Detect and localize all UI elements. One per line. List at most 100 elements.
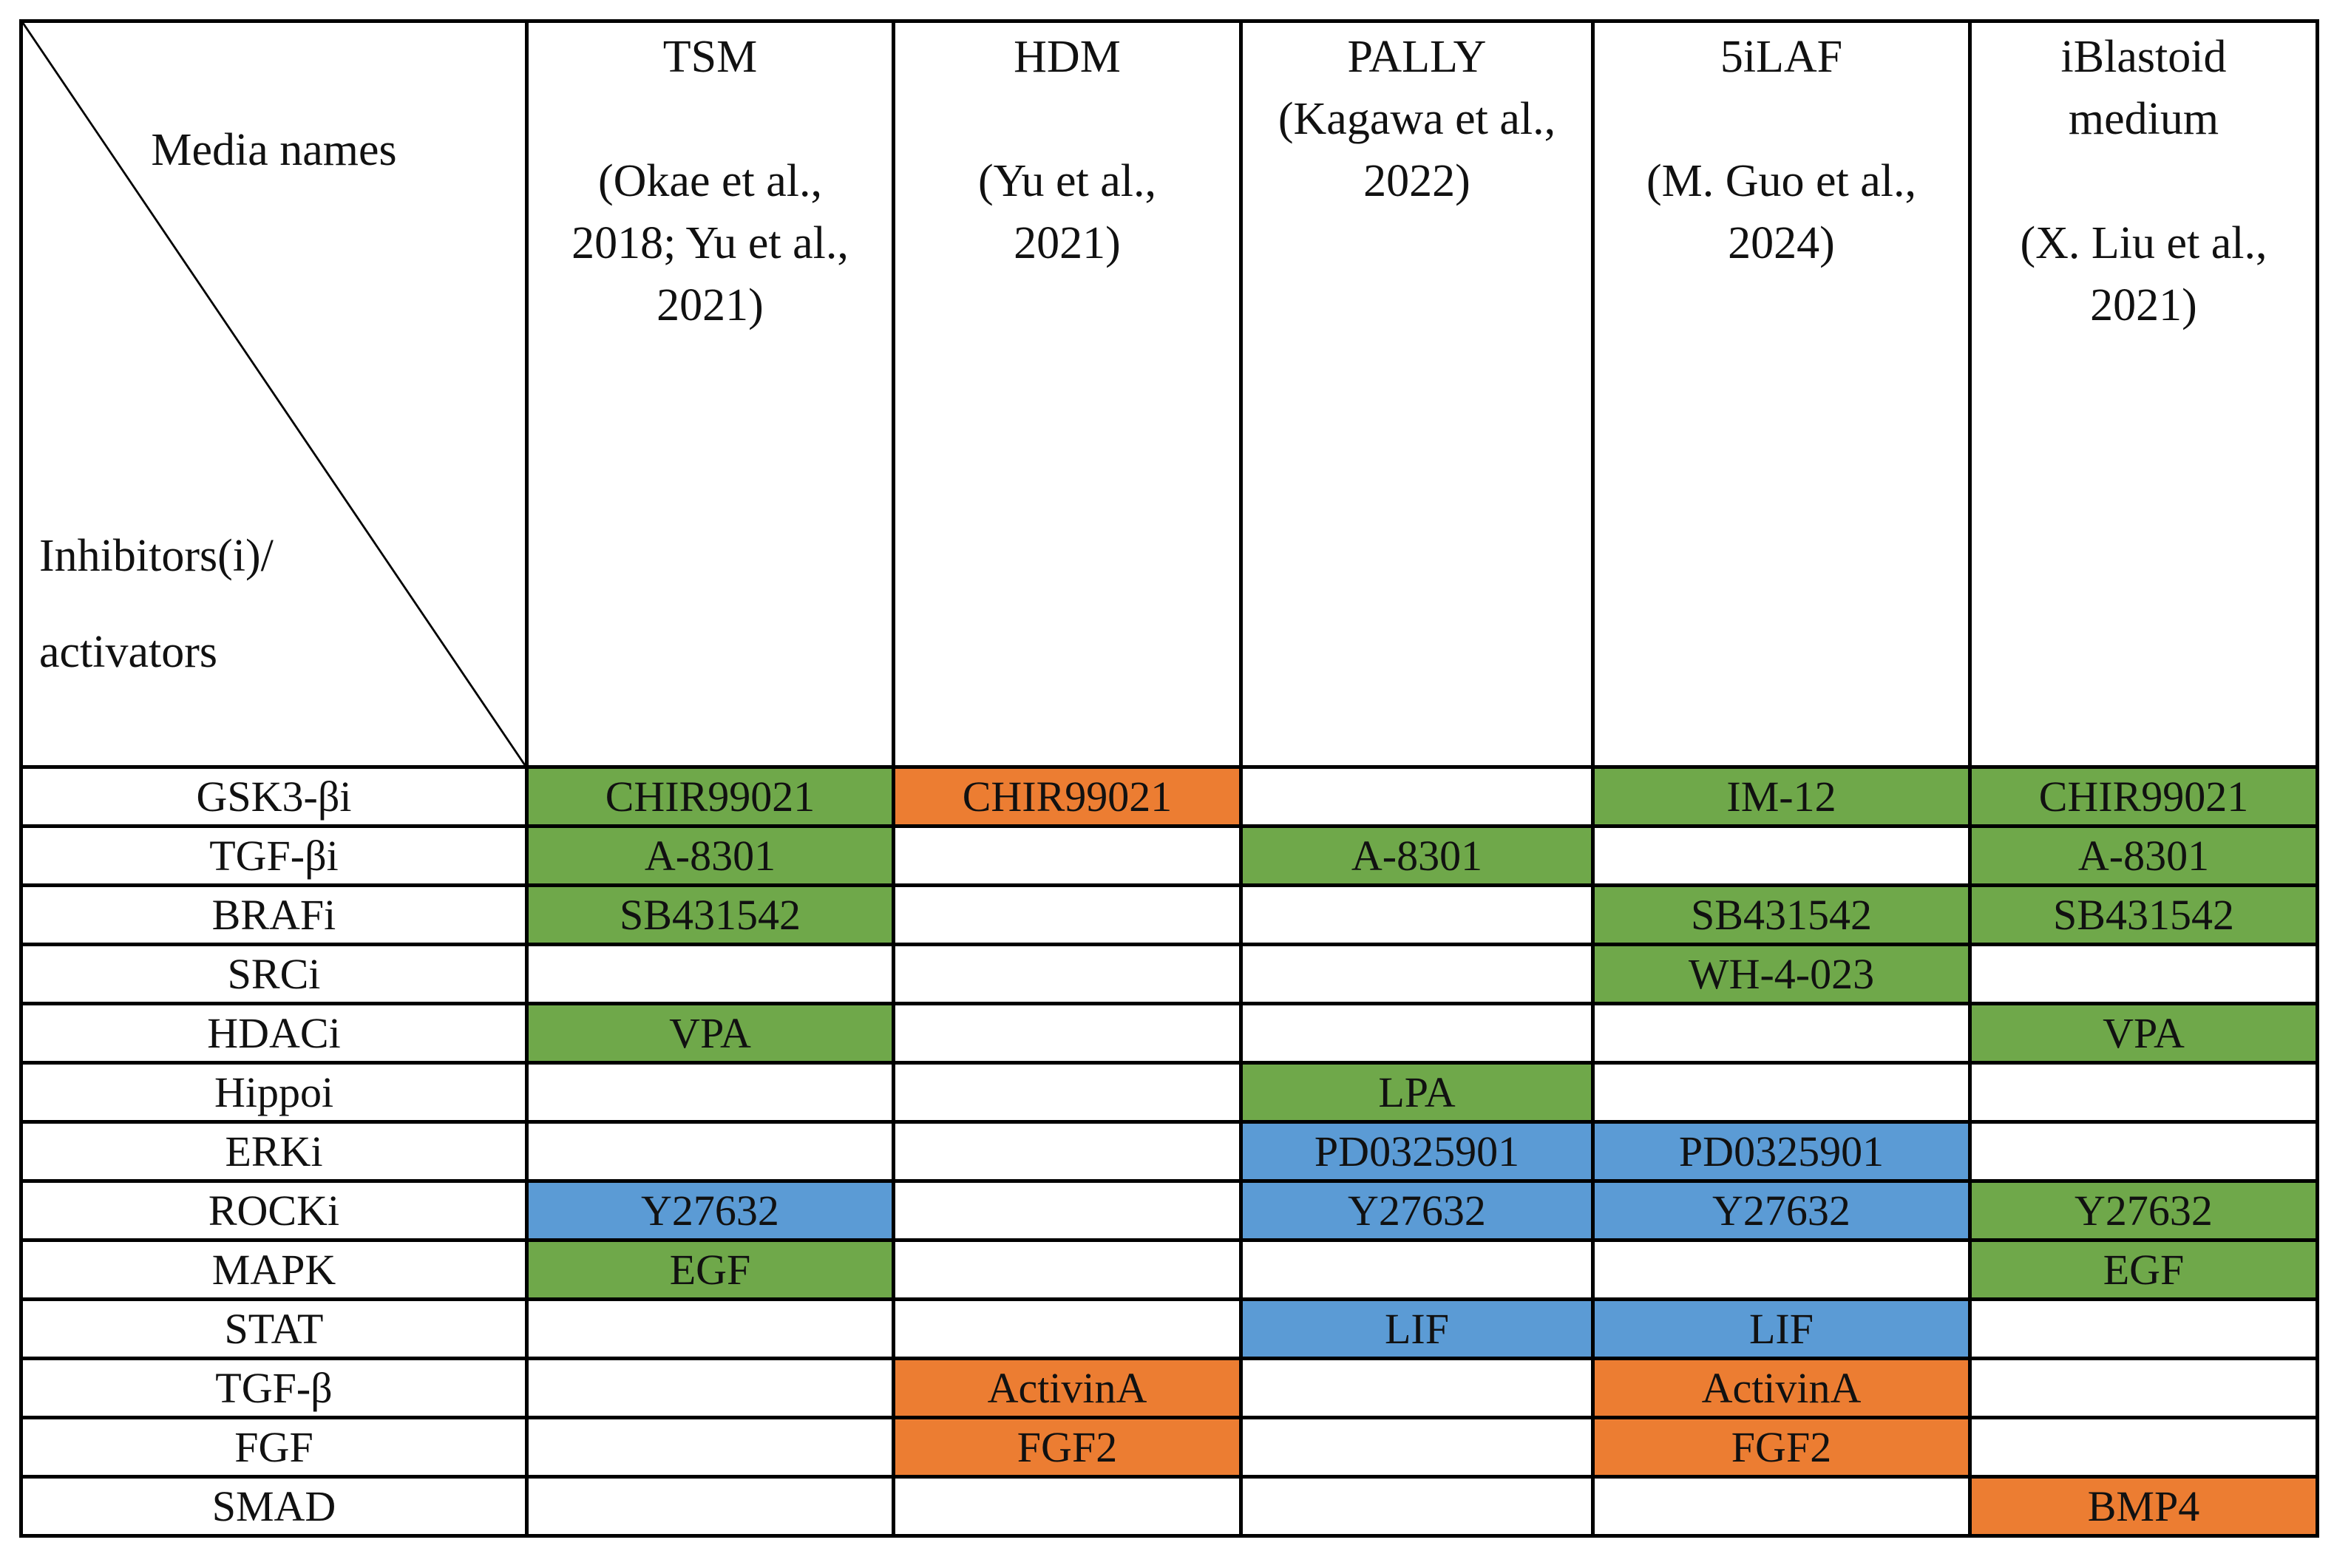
table-cell: SB431542 [525, 883, 895, 946]
table-cell [525, 1357, 895, 1419]
header-line: HDM [1014, 32, 1121, 82]
row-label: ERKi [19, 1120, 529, 1183]
table-cell: VPA [525, 1002, 895, 1065]
table-cell [525, 1475, 895, 1538]
table-row: TGF-β ActivinA ActivinA [19, 1357, 2319, 1419]
header-line [1595, 88, 1968, 150]
table-cell [1591, 1002, 1972, 1065]
table-cell: WH-4-023 [1591, 943, 1972, 1005]
column-header-iblastoid: iBlastoid medium (X. Liu et al., 2021) [1968, 19, 2319, 769]
header-line: 2021) [1014, 218, 1121, 268]
table-cell [1591, 1475, 1972, 1538]
header-line: 2021) [657, 280, 764, 330]
header-line: 2021) [2090, 280, 2197, 330]
header-line [895, 88, 1239, 150]
table-cell: EGF [525, 1238, 895, 1301]
header-line: (Yu et al., [977, 156, 1157, 206]
table-cell [892, 1179, 1243, 1242]
header-line: 5iLAF [1720, 32, 1843, 82]
row-label: SRCi [19, 943, 529, 1005]
table-cell [1591, 1238, 1972, 1301]
table-cell [1968, 1416, 2319, 1479]
table-row: MAPK EGF EGF [19, 1238, 2319, 1301]
header-line: PALLY [1347, 32, 1487, 82]
table-cell [1239, 943, 1595, 1005]
table-cell: EGF [1968, 1238, 2319, 1301]
table-row: SMAD BMP4 [19, 1475, 2319, 1538]
table-cell: CHIR99021 [525, 765, 895, 828]
table-cell: LIF [1239, 1297, 1595, 1360]
table-cell: ActivinA [892, 1357, 1243, 1419]
row-label: TGF-β [19, 1357, 529, 1419]
diagonal-divider [24, 24, 523, 764]
table-cell: A-8301 [1968, 824, 2319, 887]
table-cell [892, 1061, 1243, 1124]
table-row: TGF-βi A-8301 A-8301 A-8301 [19, 824, 2319, 887]
row-label: Hippoi [19, 1061, 529, 1124]
table-cell [892, 1297, 1243, 1360]
row-label: HDACi [19, 1002, 529, 1065]
header-line: iBlastoid [2060, 32, 2227, 82]
table-cell [892, 1238, 1243, 1301]
table-cell: Y27632 [1968, 1179, 2319, 1242]
table-row: ERKi PD0325901 PD0325901 [19, 1120, 2319, 1183]
table-cell [525, 1297, 895, 1360]
table-cell [892, 1120, 1243, 1183]
header-line [1972, 150, 2316, 212]
table-cell [1968, 943, 2319, 1005]
table-cell: PD0325901 [1239, 1120, 1595, 1183]
row-label: BRAFi [19, 883, 529, 946]
column-header-pally: PALLY (Kagawa et al., 2022) [1239, 19, 1595, 769]
table-cell [1239, 1475, 1595, 1538]
table-cell: SB431542 [1968, 883, 2319, 946]
header-line: medium [2068, 94, 2219, 144]
row-label: SMAD [19, 1475, 529, 1538]
table-cell: ActivinA [1591, 1357, 1972, 1419]
table-cell: IM-12 [1591, 765, 1972, 828]
header-line: (X. Liu et al., [2020, 218, 2267, 268]
table-cell [892, 1002, 1243, 1065]
table-cell [1591, 1061, 1972, 1124]
row-label: FGF [19, 1416, 529, 1479]
header-line: (M. Guo et al., [1646, 156, 1917, 206]
header-line: TSM [662, 32, 758, 82]
header-row: Media names Inhibitors(i)/ activators TS… [19, 19, 2319, 769]
table-cell [1239, 765, 1595, 828]
table-row: FGF FGF2 FGF2 [19, 1416, 2319, 1479]
table-cell [1239, 1238, 1595, 1301]
table-cell [892, 1475, 1243, 1538]
header-line: (Kagawa et al., [1278, 94, 1556, 144]
table-cell: Y27632 [1239, 1179, 1595, 1242]
table-cell: Y27632 [1591, 1179, 1972, 1242]
table-cell: FGF2 [1591, 1416, 1972, 1479]
table-cell [525, 1416, 895, 1479]
table-cell: A-8301 [525, 824, 895, 887]
table-cell: Y27632 [525, 1179, 895, 1242]
media-comparison-table: Media names Inhibitors(i)/ activators TS… [19, 19, 2319, 1538]
table-cell [1968, 1357, 2319, 1419]
row-label: ROCKi [19, 1179, 529, 1242]
row-label: STAT [19, 1297, 529, 1360]
header-line: 2022) [1363, 156, 1470, 206]
column-header-tsm: TSM (Okae et al., 2018; Yu et al., 2021) [525, 19, 895, 769]
table-row: Hippoi LPA [19, 1061, 2319, 1124]
table-cell [525, 1061, 895, 1124]
row-label: TGF-βi [19, 824, 529, 887]
header-line [529, 88, 892, 150]
table-cell: LPA [1239, 1061, 1595, 1124]
table-cell [1591, 824, 1972, 887]
table-cell [1239, 1357, 1595, 1419]
column-header-hdm: HDM (Yu et al., 2021) [892, 19, 1243, 769]
table-cell [1968, 1061, 2319, 1124]
table-cell: FGF2 [892, 1416, 1243, 1479]
table-row: BRAFi SB431542 SB431542 SB431542 [19, 883, 2319, 946]
inhibitors-label: Inhibitors(i)/ [39, 531, 274, 581]
table-cell: LIF [1591, 1297, 1972, 1360]
column-header-5ilaf: 5iLAF (M. Guo et al., 2024) [1591, 19, 1972, 769]
table-cell [525, 943, 895, 1005]
header-line: 2024) [1728, 218, 1835, 268]
table-cell [1239, 883, 1595, 946]
table-row: ROCKi Y27632 Y27632 Y27632 Y27632 [19, 1179, 2319, 1242]
table-cell [892, 824, 1243, 887]
row-label: GSK3-βi [19, 765, 529, 828]
